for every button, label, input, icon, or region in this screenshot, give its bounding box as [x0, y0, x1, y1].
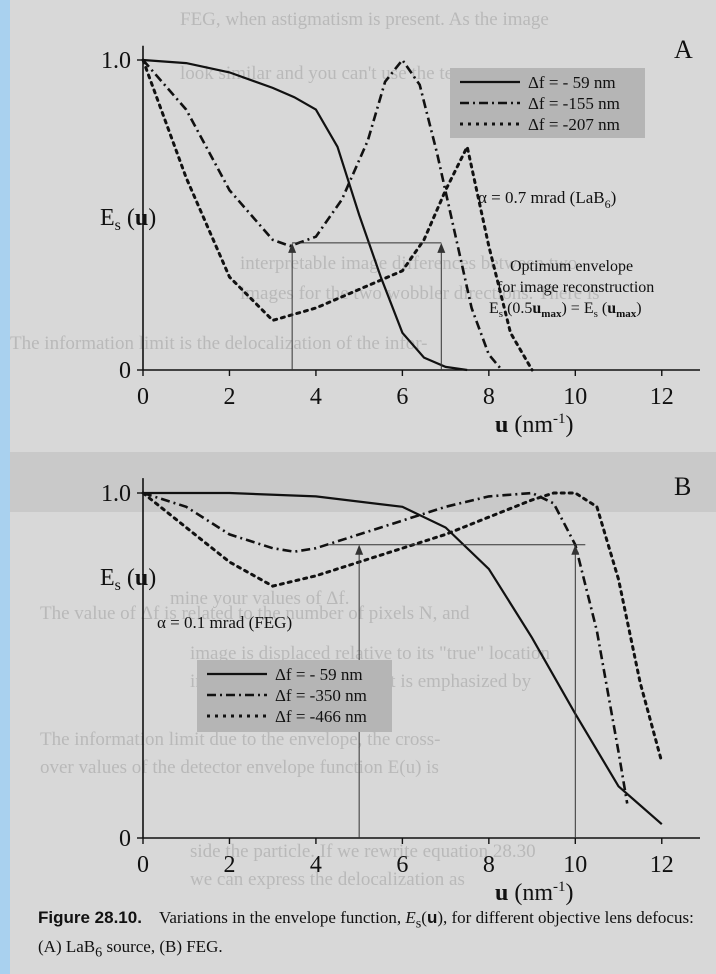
envelope-arrowhead: [288, 242, 297, 253]
legend-label: Δf = - 59 nm: [275, 665, 363, 684]
chart-legend: Δf = - 59 nm Δf = -155 nm Δf = -207 nm: [450, 68, 645, 138]
envelope-arrowhead: [571, 544, 580, 555]
chart-panel-a: 0 2 4 6 8 10 12 0 1.0 Es (u) u (nm-1) A Δf = - 59 nm…: [100, 35, 700, 438]
alpha-annotation: α = 0.7 mrad (LaB6): [478, 188, 616, 211]
bleed-text: The value of Δf is related to the number…: [40, 603, 470, 624]
bleed-text: The information limit is the delocalizat…: [10, 333, 428, 354]
legend-label: Δf = -466 nm: [275, 707, 367, 726]
series-line: [141, 58, 534, 372]
envelope-arrowhead: [355, 544, 364, 555]
caption-label: Figure 28.10.: [38, 908, 142, 927]
legend-label: Δf = - 59 nm: [528, 73, 616, 92]
figure-caption: Figure 28.10. Variations in the envelope…: [38, 906, 716, 965]
x-tick-label: 0: [137, 852, 149, 878]
optimum-annotation-line1: Optimum envelope: [510, 258, 633, 275]
legend-label: Δf = -155 nm: [528, 94, 620, 113]
y-tick-label: 1.0: [101, 481, 131, 507]
bleed-text: mine your values of Δf.: [170, 588, 350, 609]
series-line: [142, 58, 468, 372]
y-tick-label: 0: [119, 358, 131, 384]
bleed-text: over values of the detector envelope fun…: [40, 757, 439, 778]
envelope-arrowhead: [437, 242, 446, 253]
x-axis-label: u (nm-1): [495, 879, 574, 906]
panel-letter: B: [674, 472, 691, 501]
x-axis-label: u (nm-1): [495, 411, 574, 438]
x-tick-label: 2: [223, 852, 235, 878]
x-tick-label: 6: [396, 384, 408, 410]
alpha-annotation: α = 0.1 mrad (FEG): [157, 613, 292, 632]
y-tick-label: 0: [119, 826, 131, 852]
x-tick-label: 2: [223, 384, 235, 410]
chart-legend: Δf = - 59 nm Δf = -350 nm Δf = -466 nm: [197, 660, 392, 732]
x-tick-label: 10: [563, 384, 587, 410]
x-tick-label: 12: [650, 852, 674, 878]
y-tick-label: 1.0: [101, 48, 131, 74]
bleed-text: FEG, when astigmatism is present. As the…: [180, 9, 549, 30]
x-tick-label: 4: [310, 852, 322, 878]
chart-panel-b: 0 2 4 6 8 10 12 0 1.0 Es (u) u (nm-1) B Δf = - 59 nm…: [100, 472, 700, 906]
bleed-text: image is displaced relative to its "true…: [190, 643, 551, 664]
legend-label: Δf = -350 nm: [275, 686, 367, 705]
x-tick-label: 12: [650, 384, 674, 410]
caption-text: Variations in the envelope function, Es(…: [38, 908, 694, 961]
series-line: [142, 57, 503, 371]
bleed-text: we can express the delocalization as: [190, 869, 465, 890]
panel-letter: A: [674, 35, 693, 64]
bleed-text: side the particle. If we rewrite equatio…: [190, 841, 536, 862]
x-tick-label: 10: [563, 852, 587, 878]
y-axis-label: Es (u): [100, 205, 156, 234]
x-tick-label: 8: [483, 384, 495, 410]
optimum-annotation-formula: Es (0.5umax) = Es (umax): [489, 300, 642, 320]
series-line: [143, 491, 663, 826]
x-tick-label: 8: [483, 852, 495, 878]
series-line: [141, 491, 664, 764]
x-tick-label: 0: [137, 384, 149, 410]
legend-label: Δf = -207 nm: [528, 115, 620, 134]
x-tick-label: 6: [396, 852, 408, 878]
bleed-text: images for the two wobbler directions. T…: [240, 283, 600, 304]
optimum-annotation-line2: for image reconstruction: [497, 279, 654, 296]
figure-page: FEG, when astigmatism is present. As the…: [10, 0, 716, 974]
bleed-text: The information limit due to the envelop…: [40, 729, 441, 750]
x-tick-label: 4: [310, 384, 322, 410]
series-line: [142, 491, 629, 804]
y-axis-label: Es (u): [100, 565, 156, 594]
